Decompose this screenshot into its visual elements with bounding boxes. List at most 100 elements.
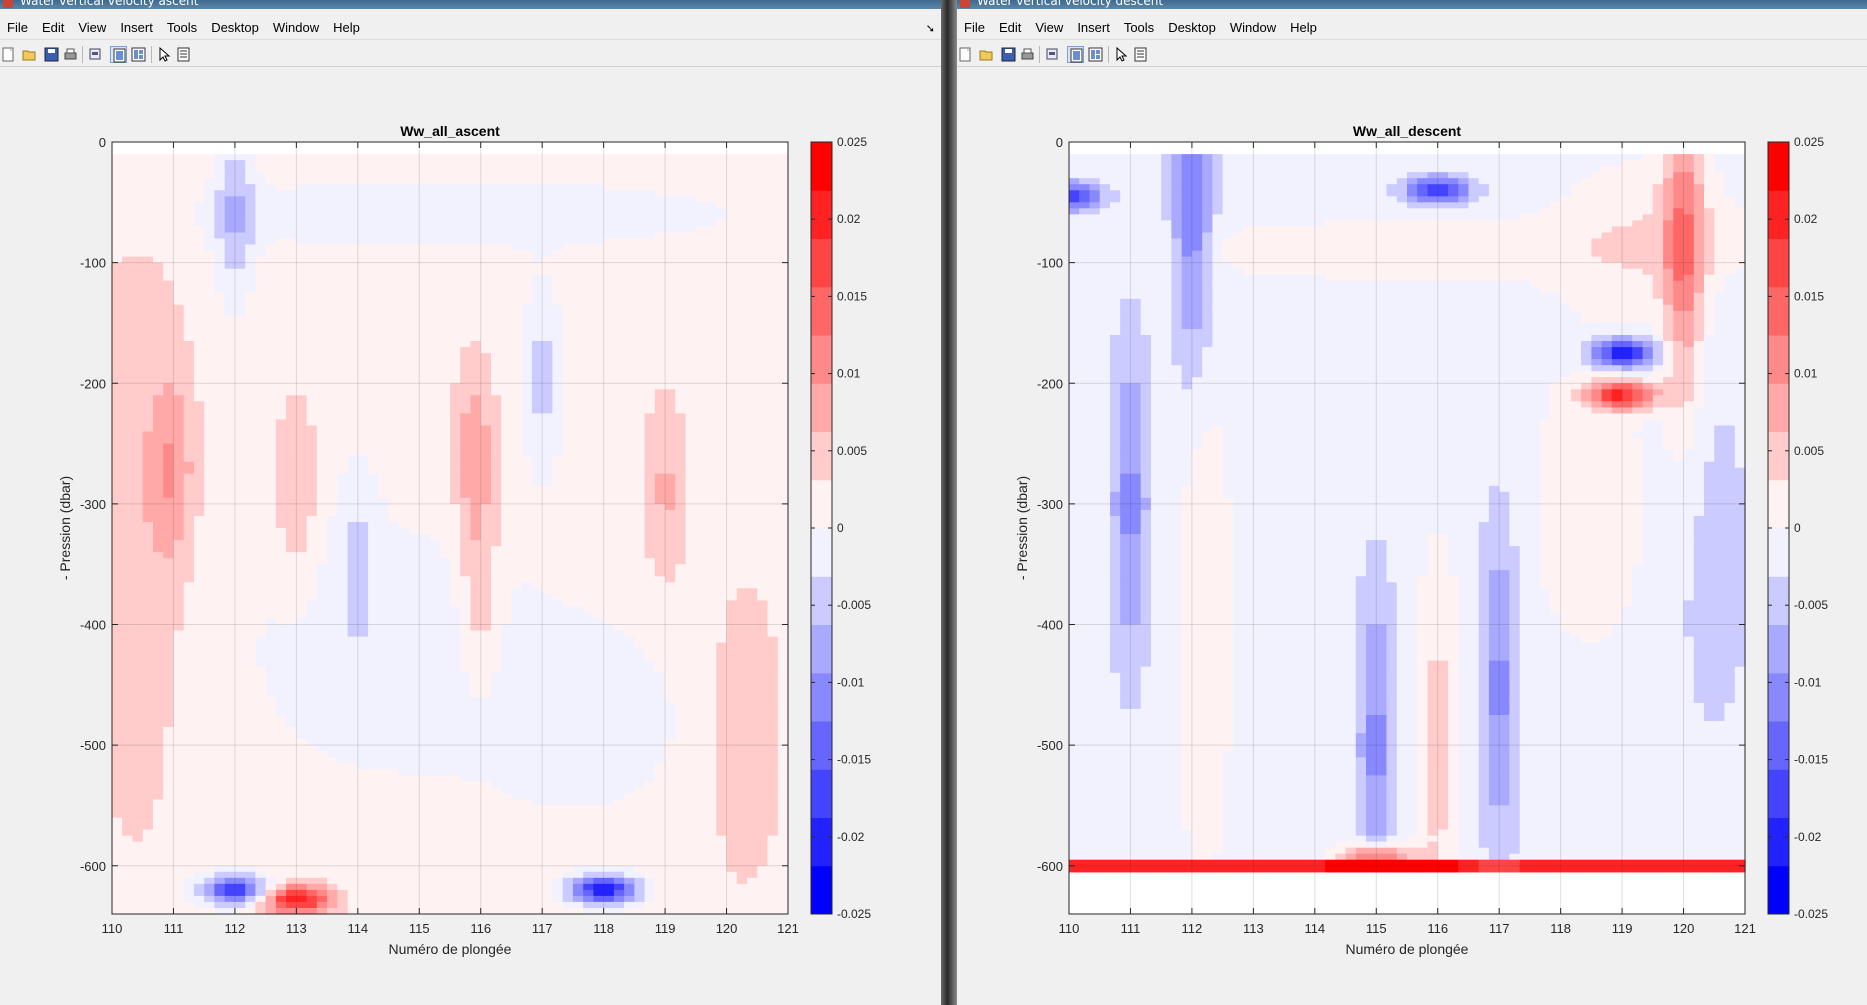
heatmap-cell xyxy=(409,262,420,270)
heatmap-cell xyxy=(255,552,267,559)
print-icon[interactable] xyxy=(62,46,79,63)
heatmap-cell xyxy=(460,286,472,294)
heatmap-cell xyxy=(357,347,369,354)
heatmap-cell xyxy=(286,190,297,197)
heatmap-cell xyxy=(163,389,175,396)
heatmap-cell xyxy=(214,515,226,523)
heatmap-cell xyxy=(491,642,502,650)
heatmap-cell xyxy=(357,522,369,529)
heatmap-cell xyxy=(183,739,195,746)
heatmap-cell xyxy=(234,184,246,191)
heatmap-cell xyxy=(153,841,164,849)
heatmap-cell xyxy=(378,534,390,541)
heatmap-cell xyxy=(112,793,123,801)
heatmap-cell xyxy=(306,588,318,595)
heatmap-cell xyxy=(439,859,451,867)
heatmap-cell xyxy=(378,172,390,179)
edit-plot-arrow-icon[interactable] xyxy=(155,46,172,63)
heatmap-cell xyxy=(183,389,195,396)
print-preview-icon[interactable] xyxy=(87,46,104,63)
heatmap-cell xyxy=(306,322,318,330)
heatmap-cell xyxy=(163,908,175,915)
heatmap-cell xyxy=(327,160,338,167)
menu-insert[interactable]: Insert xyxy=(120,20,153,35)
heatmap-cell xyxy=(255,606,267,614)
heatmap-cell xyxy=(214,268,226,276)
heatmap-cell xyxy=(439,727,451,734)
heatmap-cell xyxy=(439,883,451,891)
open-file-icon[interactable] xyxy=(21,46,38,63)
heatmap-cell xyxy=(409,690,420,698)
heatmap-cell xyxy=(153,823,164,831)
hide-plot-tools-icon[interactable] xyxy=(110,46,127,63)
heatmap-cell xyxy=(398,178,410,185)
property-inspector-icon[interactable] xyxy=(175,46,192,63)
window-title: Water vertical velocity ascent xyxy=(20,0,199,8)
menu-view[interactable]: View xyxy=(78,20,107,35)
heatmap-cell xyxy=(224,895,236,903)
heatmap-cell xyxy=(337,503,349,511)
menu-window[interactable]: Window xyxy=(272,20,320,35)
dock-arrow-icon[interactable]: ➘ xyxy=(925,22,935,35)
menu-edit[interactable]: Edit xyxy=(41,20,65,35)
heatmap-cell xyxy=(132,787,144,794)
heatmap-cell xyxy=(398,365,410,372)
heatmap-cell xyxy=(388,274,400,282)
heatmap-cell xyxy=(409,528,420,535)
heatmap-cell xyxy=(275,280,287,288)
heatmap-cell xyxy=(286,528,297,535)
heatmap-cell xyxy=(306,847,318,855)
heatmap-cell xyxy=(470,274,482,282)
heatmap-cell xyxy=(153,889,164,897)
heatmap-cell xyxy=(409,515,420,523)
menu-desktop[interactable]: Desktop xyxy=(211,20,259,35)
heatmap-cell xyxy=(491,262,502,270)
heatmap-cell xyxy=(398,226,410,234)
heatmap-cell xyxy=(347,196,359,203)
menu-help[interactable]: Help xyxy=(333,20,360,35)
heatmap-cell xyxy=(122,624,134,632)
heatmap-cell xyxy=(316,588,328,595)
heatmap-cell xyxy=(122,648,134,656)
heatmap-cell xyxy=(491,208,502,215)
heatmap-cell xyxy=(286,262,297,270)
heatmap-cell xyxy=(234,871,246,879)
heatmap-cell xyxy=(265,570,277,577)
heatmap-cell xyxy=(316,727,328,734)
heatmap-cell xyxy=(511,190,523,197)
heatmap-cell xyxy=(439,805,451,813)
heatmap-cell xyxy=(204,901,216,909)
heatmap-cell xyxy=(286,841,297,849)
save-icon[interactable] xyxy=(43,46,60,63)
heatmap-cell xyxy=(193,365,205,372)
new-figure-icon[interactable] xyxy=(0,46,17,63)
show-plot-tools-icon[interactable] xyxy=(130,46,147,63)
menu-file[interactable]: File xyxy=(7,20,28,35)
heatmap-cell xyxy=(306,901,318,909)
heatmap-cell xyxy=(296,606,308,614)
heatmap-cell xyxy=(296,154,308,161)
heatmap-cell xyxy=(286,335,297,342)
heatmap-cell xyxy=(183,558,195,565)
heatmap-cell xyxy=(234,335,246,342)
heatmap-cell xyxy=(142,341,154,348)
heatmap-cell xyxy=(439,630,451,638)
heatmap-cell xyxy=(286,684,297,692)
heatmap-cell xyxy=(153,431,164,439)
heatmap-cell xyxy=(419,666,431,674)
heatmap-cell xyxy=(337,835,349,843)
heatmap-cell xyxy=(450,660,461,668)
heatmap-cell xyxy=(470,552,482,559)
heatmap-cell xyxy=(501,425,513,433)
heatmap-cell xyxy=(316,473,328,481)
heatmap-cell xyxy=(398,485,410,493)
heatmap-cell xyxy=(327,618,338,626)
heatmap-cell xyxy=(429,642,441,650)
heatmap-cell xyxy=(234,166,246,173)
heatmap-cell xyxy=(429,558,441,565)
heatmap-cell xyxy=(153,166,164,173)
menu-tools[interactable]: Tools xyxy=(166,20,198,35)
heatmap-cell xyxy=(347,292,359,300)
heatmap-cell xyxy=(163,449,175,457)
heatmap-cell xyxy=(142,522,154,529)
